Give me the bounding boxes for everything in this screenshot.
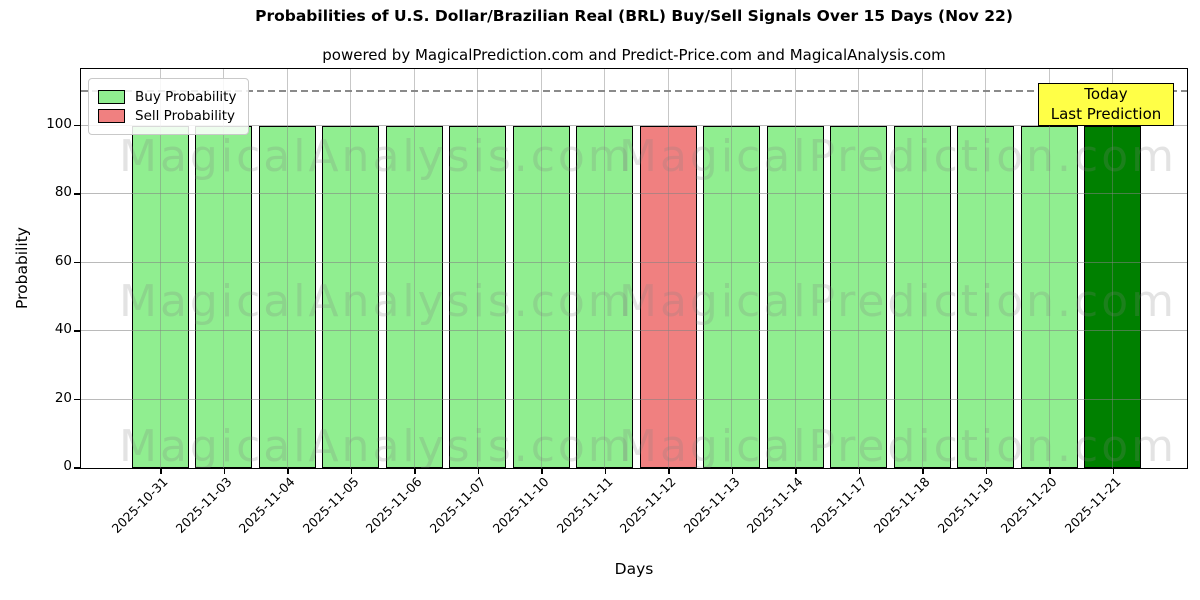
grid-line-x-2025-11-19 bbox=[985, 69, 986, 468]
y-tick-0 bbox=[74, 467, 80, 469]
y-axis-label: Probability bbox=[13, 227, 31, 309]
x-tick-2025-11-12 bbox=[668, 468, 670, 474]
x-tick-2025-11-20 bbox=[1049, 468, 1051, 474]
dashed-gridline-110 bbox=[81, 90, 1187, 92]
y-tick-label-20: 20 bbox=[54, 389, 72, 406]
grid-line-x-2025-10-31 bbox=[159, 69, 161, 468]
buy-color-swatch bbox=[98, 90, 125, 104]
bar-2025-11-14-buy bbox=[766, 125, 824, 468]
grid-line-x-2025-11-11 bbox=[604, 69, 605, 468]
grid-line-x-2025-11-06 bbox=[413, 69, 415, 468]
y-tick-label-60: 60 bbox=[54, 252, 72, 269]
grid-line-x-2025-11-04 bbox=[286, 69, 288, 468]
watermark-analysis-1: MagicalAnalysis.com bbox=[119, 276, 634, 327]
grid-line-y40 bbox=[81, 330, 1187, 331]
grid-line-x-2025-11-20 bbox=[1048, 69, 1050, 468]
bar-2025-11-11-buy bbox=[576, 125, 633, 468]
x-tick-2025-11-10 bbox=[541, 468, 543, 474]
watermark-prediction-0: MagicalPrediction.com bbox=[619, 131, 1177, 182]
grid-line-x-2025-11-10 bbox=[540, 69, 542, 468]
bar-2025-11-18-buy bbox=[893, 125, 951, 468]
legend-label-sell: Sell Probability bbox=[135, 108, 236, 124]
grid-line-x-2025-11-17 bbox=[858, 69, 859, 468]
x-tick-2025-11-04 bbox=[287, 468, 289, 474]
chart-legend: Buy Probability Sell Probability bbox=[88, 78, 250, 135]
x-tick-2025-10-31 bbox=[160, 468, 162, 474]
grid-line-y100 bbox=[81, 124, 1187, 126]
grid-line-y60 bbox=[81, 261, 1187, 263]
x-tick-2025-11-17 bbox=[858, 468, 861, 474]
watermark-prediction-1: MagicalPrediction.com bbox=[619, 276, 1177, 327]
legend-item-sell: Sell Probability bbox=[98, 108, 236, 124]
bar-2025-11-06-buy bbox=[385, 125, 443, 468]
bar-2025-11-07-buy bbox=[449, 125, 506, 468]
grid-line-x-2025-11-07 bbox=[477, 69, 478, 468]
grid-line-y20 bbox=[81, 398, 1187, 400]
chart-title: Probabilities of U.S. Dollar/Brazilian R… bbox=[255, 7, 1013, 25]
x-tick-2025-11-03 bbox=[223, 468, 226, 474]
grid-line-x-2025-11-13 bbox=[731, 69, 732, 468]
sell-color-swatch bbox=[98, 109, 125, 123]
grid-line-x-2025-11-14 bbox=[794, 69, 796, 468]
x-tick-2025-11-14 bbox=[795, 468, 797, 474]
bar-2025-11-12-sell bbox=[639, 125, 697, 468]
plot-area: Buy Probability Sell Probability Today L… bbox=[80, 68, 1188, 469]
bar-2025-10-31-buy bbox=[131, 125, 189, 468]
bar-2025-11-17-buy bbox=[830, 125, 887, 468]
y-tick-label-40: 40 bbox=[54, 321, 72, 338]
bar-2025-11-19-buy bbox=[957, 125, 1014, 468]
legend-label-buy: Buy Probability bbox=[135, 89, 237, 105]
today-annotation-line1: Today bbox=[1084, 84, 1128, 103]
x-tick-2025-11-21 bbox=[1112, 468, 1115, 474]
bar-2025-11-03-buy bbox=[195, 125, 252, 468]
y-tick-label-0: 0 bbox=[63, 458, 72, 475]
bar-2025-11-04-buy bbox=[258, 125, 316, 468]
watermark-prediction-2: MagicalPrediction.com bbox=[619, 421, 1177, 469]
x-tick-2025-11-11 bbox=[604, 468, 607, 474]
x-axis-label: Days bbox=[614, 560, 654, 578]
x-tick-2025-11-07 bbox=[477, 468, 480, 474]
bar-2025-11-10-buy bbox=[512, 125, 570, 468]
y-tick-80 bbox=[74, 193, 80, 195]
bar-2025-11-21-today bbox=[1084, 125, 1141, 468]
bar-2025-11-13-buy bbox=[703, 125, 760, 468]
x-tick-2025-11-06 bbox=[414, 468, 416, 474]
bar-2025-11-05-buy bbox=[322, 125, 379, 468]
grid-line-y80 bbox=[81, 193, 1187, 194]
grid-line-x-2025-11-21 bbox=[1112, 69, 1113, 468]
watermark-analysis-0: MagicalAnalysis.com bbox=[119, 131, 634, 182]
y-tick-20 bbox=[74, 398, 80, 401]
y-tick-60 bbox=[74, 261, 80, 264]
grid-line-x-2025-11-12 bbox=[667, 69, 669, 468]
grid-line-x-2025-11-05 bbox=[350, 69, 351, 468]
y-tick-100 bbox=[74, 124, 80, 127]
x-tick-2025-11-18 bbox=[922, 468, 924, 474]
today-annotation: Today Last Prediction bbox=[1038, 83, 1174, 126]
grid-line-x-2025-11-03 bbox=[223, 69, 224, 468]
x-tick-2025-11-05 bbox=[350, 468, 353, 474]
x-tick-2025-11-19 bbox=[985, 468, 988, 474]
x-tick-2025-11-13 bbox=[731, 468, 734, 474]
watermark-analysis-2: MagicalAnalysis.com bbox=[119, 421, 634, 469]
bar-2025-11-20-buy bbox=[1020, 125, 1078, 468]
today-annotation-line2: Last Prediction bbox=[1050, 104, 1162, 123]
legend-item-buy: Buy Probability bbox=[98, 89, 236, 105]
grid-line-x-2025-11-18 bbox=[921, 69, 923, 468]
y-tick-label-80: 80 bbox=[54, 184, 72, 201]
y-tick-40 bbox=[74, 330, 80, 332]
chart-subtitle: powered by MagicalPrediction.com and Pre… bbox=[322, 46, 946, 64]
y-tick-label-100: 100 bbox=[46, 115, 72, 132]
